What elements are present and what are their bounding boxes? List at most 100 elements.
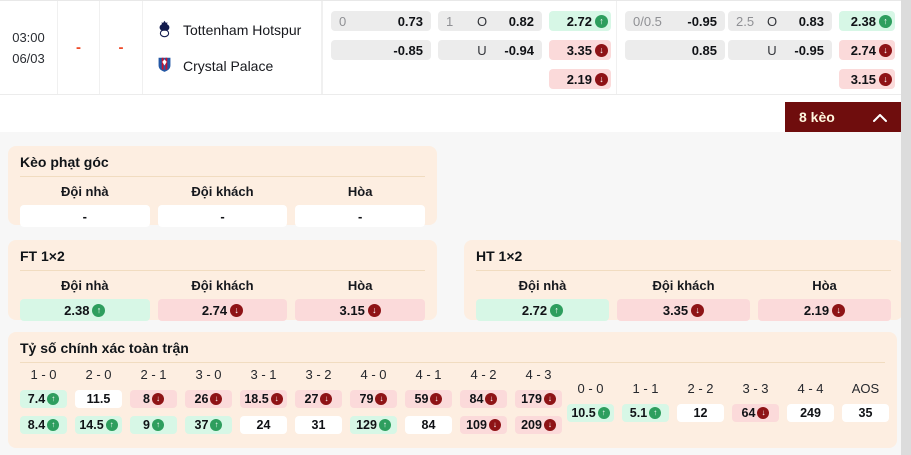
score-odds-cell[interactable]: 209 ↓ (515, 416, 562, 434)
ht-home-cell[interactable]: 2.72 ↑ (476, 299, 609, 321)
score-odds-cell[interactable]: 26 ↓ (185, 390, 232, 408)
over-cell[interactable]: 1 O 0.82 (438, 11, 542, 31)
score-odds-cell[interactable]: 9 ↑ (130, 416, 177, 434)
score-odds-cell[interactable]: 84 (405, 416, 452, 434)
keo-toolbar: 8 kèo (0, 95, 911, 132)
score-label: 4 - 2 (470, 367, 497, 382)
score-odds-cell[interactable]: 59 ↓ (405, 390, 452, 408)
score-odds-cell[interactable]: 249 (787, 404, 834, 422)
keo-count-button[interactable]: 8 kèo (785, 102, 903, 132)
trend-up-icon: ↑ (105, 419, 118, 431)
under-odds: -0.94 (504, 42, 534, 58)
draw-header: Hòa (812, 278, 837, 293)
away-team-row[interactable]: Crystal Palace (155, 55, 321, 77)
trend-down-icon: ↓ (595, 43, 608, 57)
handicap-home-cell[interactable]: 0 0.73 (331, 11, 431, 31)
odds-value: 109 (466, 418, 487, 432)
draw-score-column: 0 - 0 10.5 ↑ (567, 381, 614, 422)
corner-away-cell[interactable]: - (157, 205, 288, 227)
x12-home-cell[interactable]: 2.38 ↑ (839, 11, 895, 31)
score-odds-cell[interactable]: 5.1 ↑ (622, 404, 669, 422)
odds-value: 18.5 (244, 392, 269, 406)
over-cell[interactable]: 2.5 O 0.83 (728, 11, 832, 31)
odds-value: 2.38 (850, 13, 876, 29)
score-odds-cell[interactable]: 179 ↓ (515, 390, 562, 408)
score-odds-cell[interactable]: 10.5 ↑ (567, 404, 614, 422)
score-odds-cell[interactable]: 8.4 ↑ (20, 416, 67, 434)
over-odds: 0.83 (798, 13, 824, 29)
ht-away-cell[interactable]: 3.35 ↓ (617, 299, 750, 321)
trend-up-icon: ↑ (550, 303, 564, 317)
score-label: AOS (851, 381, 880, 396)
score-odds-cell[interactable]: 109 ↓ (460, 416, 507, 434)
score-odds-cell[interactable]: 84 ↓ (460, 390, 507, 408)
handicap-home-cell[interactable]: 0/0.5 -0.95 (625, 11, 725, 31)
score-odds-cell[interactable]: 24 (240, 416, 287, 434)
odds-value: 10.5 (571, 406, 596, 420)
away-score-placeholder: - (100, 1, 143, 94)
home-header: Đội nhà (518, 278, 567, 293)
x12-column-1: 2.72 ↑ 3.35 ↓ 2.19 ↓ (549, 11, 611, 89)
score-label: 3 - 2 (305, 367, 332, 382)
trend-down-icon: ↓ (879, 72, 892, 86)
score-label: 2 - 2 (687, 381, 714, 396)
corner-home-cell[interactable]: - (20, 205, 150, 227)
handicap-away-cell[interactable]: 0.85 (625, 40, 725, 60)
x12-draw-cell[interactable]: 2.19 ↓ (549, 69, 611, 89)
teams-column[interactable]: Tottenham Hotspur Crystal Palace (143, 1, 322, 94)
x12-draw-cell[interactable]: 3.15 ↓ (839, 69, 895, 89)
match-header: 03:00 06/03 - - Tottenham Hotspur (0, 0, 911, 95)
score-column: 1 - 0 7.4 ↑ 8.4 ↑ (20, 367, 67, 434)
trend-down-icon: ↓ (543, 393, 556, 405)
away-score: - (118, 39, 124, 56)
x12-column-2: 2.38 ↑ 2.74 ↓ 3.15 ↓ (839, 11, 895, 89)
ft-draw-cell[interactable]: 3.15 ↓ (295, 299, 425, 321)
handicap-away-odds: 0.85 (691, 42, 717, 58)
kickoff-time: 03:00 (12, 29, 45, 45)
score-odds-cell[interactable]: 129 ↑ (350, 416, 397, 434)
vertical-scrollbar[interactable] (901, 0, 911, 455)
kickoff-date: 06/03 (12, 50, 45, 66)
home-team-row[interactable]: Tottenham Hotspur (155, 19, 321, 41)
trend-down-icon: ↓ (488, 419, 501, 431)
score-odds-cell[interactable]: 11.5 (75, 390, 122, 408)
score-odds-cell[interactable]: 37 ↑ (185, 416, 232, 434)
odds-value: 3.35 (662, 302, 689, 318)
odds-value: 26 (194, 392, 209, 406)
score-odds-cell[interactable]: 31 (295, 416, 342, 434)
ht-draw-cell[interactable]: 2.19 ↓ (758, 299, 891, 321)
odds-value: 7.4 (27, 392, 46, 406)
x12-home-cell[interactable]: 2.72 ↑ (549, 11, 611, 31)
odds-value: 129 (356, 418, 377, 432)
score-odds-cell[interactable]: 27 ↓ (295, 390, 342, 408)
score-odds-cell[interactable]: 35 (842, 404, 889, 422)
ft-1x2-panel: FT 1×2 Đội nhà Đội khách Hòa 2.38 ↑ 2.74 ↓… (8, 240, 437, 321)
score-odds-cell[interactable]: 14.5 ↑ (75, 416, 122, 434)
ht-panel-title: HT 1×2 (476, 248, 891, 271)
x12-away-cell[interactable]: 2.74 ↓ (839, 40, 895, 60)
odds-value: - (220, 208, 225, 224)
odds-value: 9 (143, 418, 150, 432)
draw-score-columns: 0 - 0 10.5 ↑ 1 - 1 5.1 ↑ 2 - 2 12 3 - (567, 381, 889, 422)
odds-value: 84 (421, 418, 436, 432)
trend-down-icon: ↓ (210, 393, 223, 405)
score-odds-cell[interactable]: 18.5 ↓ (240, 390, 287, 408)
odds-value: 2.72 (521, 302, 548, 318)
score-odds-cell[interactable]: 12 (677, 404, 724, 422)
trend-down-icon: ↓ (320, 393, 333, 405)
x12-away-cell[interactable]: 3.35 ↓ (549, 40, 611, 60)
score-odds-cell[interactable]: 7.4 ↑ (20, 390, 67, 408)
ft-away-cell[interactable]: 2.74 ↓ (157, 299, 288, 321)
corner-draw-cell[interactable]: - (295, 205, 425, 227)
score-odds-cell[interactable]: 8 ↓ (130, 390, 177, 408)
score-odds-cell[interactable]: 79 ↓ (350, 390, 397, 408)
odds-value: 12 (693, 406, 708, 420)
handicap-away-cell[interactable]: -0.85 (331, 40, 431, 60)
ft-home-cell[interactable]: 2.38 ↑ (20, 299, 150, 321)
score-label: 1 - 0 (30, 367, 57, 382)
under-cell[interactable]: U -0.94 (438, 40, 542, 60)
score-odds-cell[interactable]: 64 ↓ (732, 404, 779, 422)
trend-up-icon: ↑ (649, 407, 662, 419)
under-cell[interactable]: U -0.95 (728, 40, 832, 60)
ft-panel-title: FT 1×2 (20, 248, 425, 271)
